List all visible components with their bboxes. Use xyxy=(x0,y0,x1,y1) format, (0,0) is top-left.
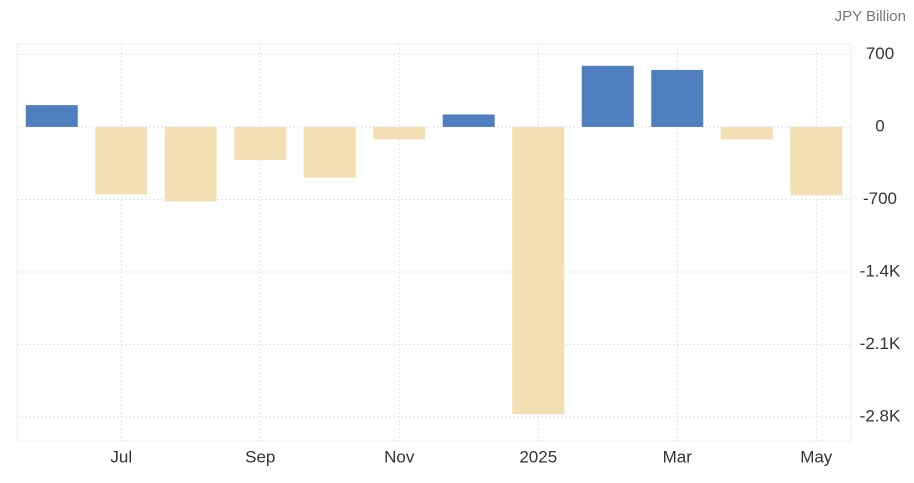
bar xyxy=(303,126,356,178)
bar xyxy=(25,105,78,127)
y-tick-label: 0 xyxy=(875,116,884,135)
bar xyxy=(95,126,148,195)
y-tick-label: -2.8K xyxy=(860,407,901,426)
bar xyxy=(234,126,287,161)
bar xyxy=(720,126,773,140)
bar xyxy=(373,126,426,140)
plot-frame xyxy=(16,43,852,442)
y-tick-label: 700 xyxy=(866,44,894,63)
bar xyxy=(790,126,843,196)
x-tick-label: Mar xyxy=(663,447,693,466)
unit-label: JPY Billion xyxy=(835,8,906,25)
x-tick-label: 2025 xyxy=(519,447,557,466)
x-tick-label: Sep xyxy=(245,447,275,466)
y-tick-label: -1.4K xyxy=(860,262,901,281)
bar xyxy=(164,126,217,202)
x-tick-label: Nov xyxy=(384,447,415,466)
bar xyxy=(581,65,634,127)
x-tick-label: Jul xyxy=(110,447,132,466)
bar xyxy=(512,126,565,415)
x-tick-label: May xyxy=(800,447,833,466)
bar xyxy=(651,69,704,127)
y-tick-label: -2.1K xyxy=(860,334,901,353)
bar xyxy=(442,114,495,127)
y-tick-label: -700 xyxy=(863,189,897,208)
